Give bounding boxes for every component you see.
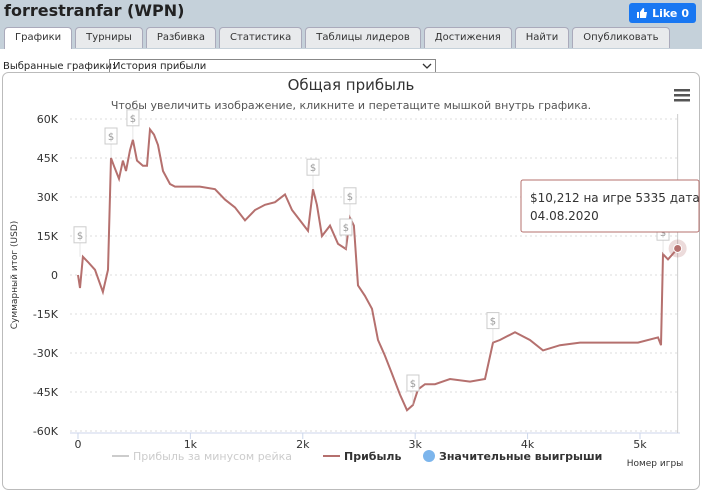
win-flag: [406, 374, 420, 392]
y-tick-label: -30K: [33, 347, 59, 360]
tab[interactable]: Таблицы лидеров: [305, 27, 421, 48]
x-tick-label: 0: [74, 438, 81, 451]
y-tick-label: 60K: [37, 113, 59, 126]
y-tick-label: -60K: [33, 425, 59, 438]
win-flag: [73, 226, 87, 244]
y-axis-label: Суммарный итог (USD): [10, 221, 20, 330]
menu-icon[interactable]: [674, 89, 690, 102]
tab[interactable]: Найти: [514, 27, 570, 48]
legend-item[interactable]: Прибыль за минусом рейка: [133, 450, 292, 463]
tab[interactable]: Графики: [4, 27, 73, 50]
win-flag: [126, 109, 140, 127]
tab[interactable]: Опубликовать: [572, 27, 670, 48]
tooltip-text: 04.08.2020: [530, 209, 599, 223]
tooltip-text: $10,212 на игре 5335 дата: [530, 191, 700, 205]
tab[interactable]: Разбивка: [145, 27, 217, 48]
win-flag: [343, 187, 357, 205]
tab-bar: Графики Турниры Разбивка Статистика Таблицы …: [4, 27, 670, 50]
tab[interactable]: Турниры: [75, 27, 143, 48]
chart-subtitle: Чтобы увеличить изображение, кликните и …: [111, 99, 591, 112]
y-tick-label: 45K: [37, 152, 59, 165]
tooltip-box: [520, 179, 700, 233]
like-button[interactable]: Like 0: [629, 3, 696, 23]
y-tick-label: 15K: [37, 230, 59, 243]
chart-frame: [2, 72, 700, 490]
selector-value: История прибыли: [113, 61, 207, 72]
x-tick-label: 5k: [633, 438, 647, 451]
flag-label: $: [660, 228, 666, 239]
profit-line: [77, 126, 679, 412]
flag-label: $: [77, 231, 83, 242]
flag-label: $: [108, 132, 114, 143]
legend-item[interactable]: Прибыль: [344, 450, 401, 463]
x-axis-label: Номер игры: [627, 459, 684, 469]
win-flag: [486, 312, 500, 330]
selector-label: Выбранные графики:: [3, 61, 116, 72]
flag-label: $: [310, 163, 316, 174]
flag-label: $: [347, 192, 353, 203]
x-tick-label: 2k: [296, 438, 310, 451]
y-tick-label: -45K: [33, 386, 59, 399]
player-title: forrestranfar (WPN): [4, 1, 185, 20]
win-flag: [104, 127, 118, 145]
y-tick-label: -15K: [33, 308, 59, 321]
like-text: Like: [652, 6, 678, 20]
chart-title: Общая прибыль: [288, 76, 415, 94]
hover-point: [673, 243, 683, 253]
chart: Общая прибыль Чтобы увеличить изображени…: [2, 72, 700, 490]
dropdown-arrow: [422, 63, 432, 69]
x-tick-label: 1k: [184, 438, 198, 451]
win-flag: [306, 158, 320, 176]
y-tick-label: 30K: [37, 191, 59, 204]
y-tick-label: 0: [51, 269, 58, 282]
legend-item[interactable]: Значительные выигрыши: [439, 450, 602, 463]
flag-label: $: [130, 114, 136, 125]
flag-label: $: [343, 223, 349, 234]
tab[interactable]: Статистика: [219, 27, 303, 48]
flag-label: $: [490, 317, 496, 328]
like-count: 0: [681, 6, 689, 20]
thumb-icon: [637, 8, 648, 18]
x-tick-label: 3k: [408, 438, 422, 451]
win-flag: [339, 218, 353, 236]
x-tick-label: 4k: [521, 438, 535, 451]
flag-label: $: [410, 379, 416, 390]
legend-symbol: [423, 450, 435, 462]
tab[interactable]: Достижения: [423, 27, 512, 48]
